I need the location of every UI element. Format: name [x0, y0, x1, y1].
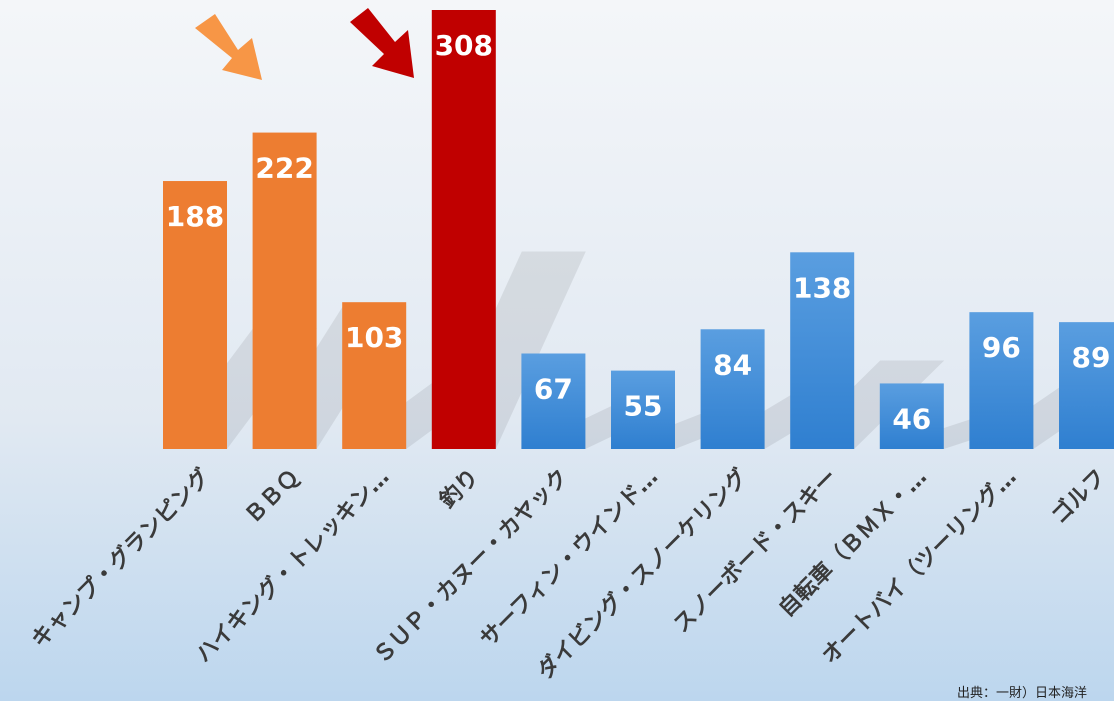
value-label: 89: [1072, 341, 1111, 374]
value-label: 67: [534, 373, 573, 406]
bar: [431, 10, 496, 449]
bar: [521, 353, 586, 449]
value-label: 96: [982, 331, 1021, 364]
bar: [879, 383, 944, 449]
bar: [252, 132, 317, 449]
bar: [790, 252, 855, 449]
value-label: 222: [255, 152, 313, 185]
value-label: 138: [793, 271, 851, 304]
value-label: 308: [435, 29, 493, 62]
arrow-red: [350, 8, 414, 78]
value-label: 188: [166, 200, 224, 233]
bar: [163, 181, 227, 450]
bar: [611, 370, 675, 449]
value-label: 46: [892, 402, 931, 435]
bar: [969, 312, 1034, 449]
value-label: 55: [624, 390, 663, 423]
bar: [1059, 322, 1114, 449]
bar: [700, 329, 765, 449]
value-label: 84: [713, 348, 752, 381]
source: 出典：一財）日本海洋: [957, 686, 1087, 701]
value-label: 103: [345, 321, 403, 354]
bar: [342, 302, 407, 449]
arrow-orange: [195, 14, 262, 80]
